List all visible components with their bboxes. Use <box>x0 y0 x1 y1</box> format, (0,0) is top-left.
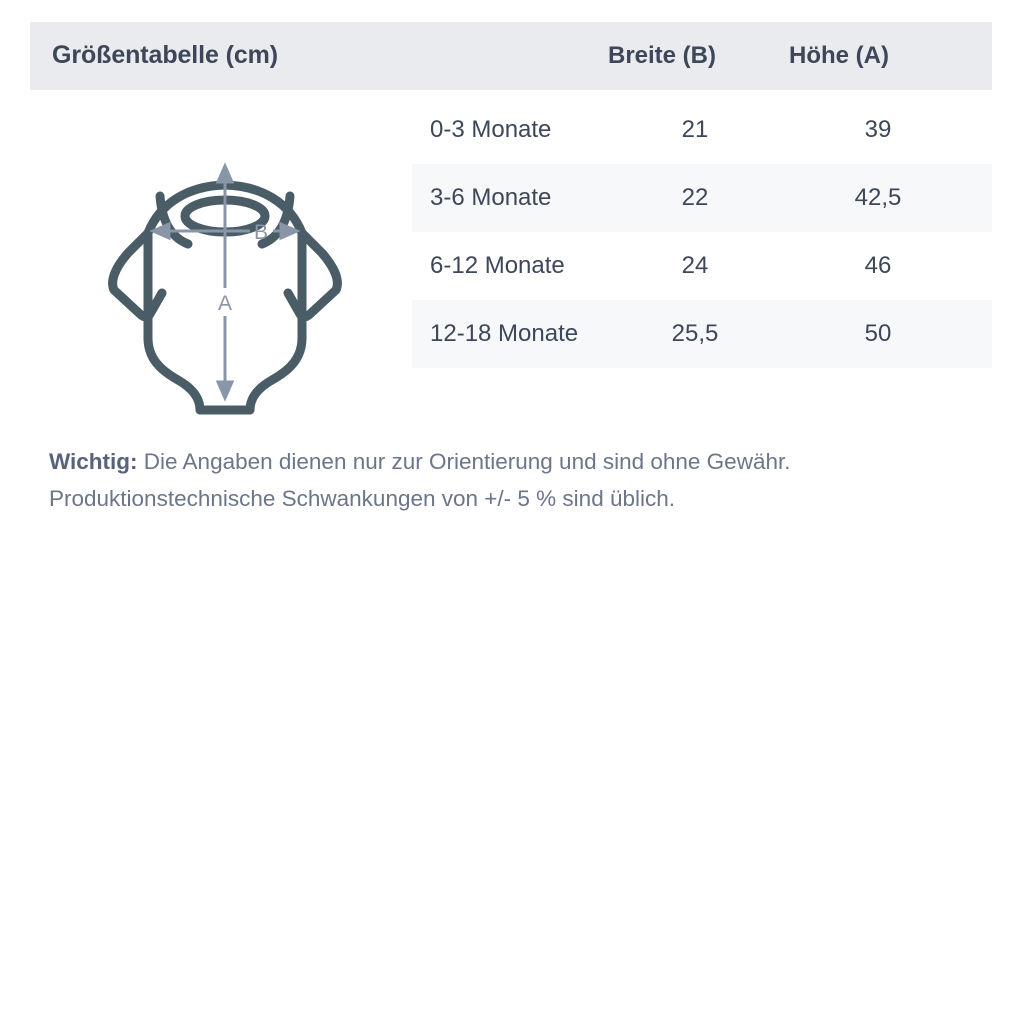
column-header-height: Höhe (A) <box>789 42 889 69</box>
table-header-band <box>30 22 992 90</box>
table-row: 3-6 Monate 22 42,5 <box>412 164 992 232</box>
cell-width: 22 <box>681 184 709 211</box>
cell-size: 6-12 Monate <box>430 252 565 279</box>
cell-width: 21 <box>681 116 709 143</box>
cell-size: 3-6 Monate <box>430 184 552 211</box>
bodysuit-icon: B A <box>108 162 342 415</box>
page-title: Größentabelle (cm) <box>52 41 279 69</box>
cell-size: 0-3 Monate <box>430 116 552 143</box>
height-label: A <box>218 292 232 315</box>
cell-height: 42,5 <box>854 184 902 211</box>
table-row: 0-3 Monate 21 39 <box>412 96 992 164</box>
bodysuit-outline <box>108 180 342 415</box>
size-table-body: 0-3 Monate 21 39 3-6 Monate 22 42,5 6-12… <box>412 96 992 368</box>
column-header-width: Breite (B) <box>607 42 716 69</box>
table-row: 6-12 Monate 24 46 <box>412 232 992 300</box>
width-arrowhead-left <box>149 221 171 241</box>
disclaimer-note: Wichtig: Die Angaben dienen nur zur Orie… <box>49 443 989 517</box>
table-row: 12-18 Monate 25,5 50 <box>412 300 992 368</box>
disclaimer-lead: Wichtig: <box>49 449 138 474</box>
disclaimer-line-1: Die Angaben dienen nur zur Orientierung … <box>137 449 791 474</box>
height-arrowhead-bottom <box>215 380 235 402</box>
cell-size: 12-18 Monate <box>430 320 579 347</box>
disclaimer-line-2: Produktionstechnische Schwankungen von +… <box>49 486 676 511</box>
cell-width: 24 <box>681 252 709 279</box>
cell-height: 50 <box>864 320 892 347</box>
measurement-arrows <box>149 162 301 402</box>
width-label: B <box>254 221 268 244</box>
cell-height: 39 <box>864 116 892 143</box>
bodysuit-diagram: B A <box>60 118 390 418</box>
height-arrowhead-top <box>215 162 235 184</box>
cell-height: 46 <box>864 252 892 279</box>
cell-width: 25,5 <box>671 320 719 347</box>
width-arrowhead-right <box>279 221 301 241</box>
